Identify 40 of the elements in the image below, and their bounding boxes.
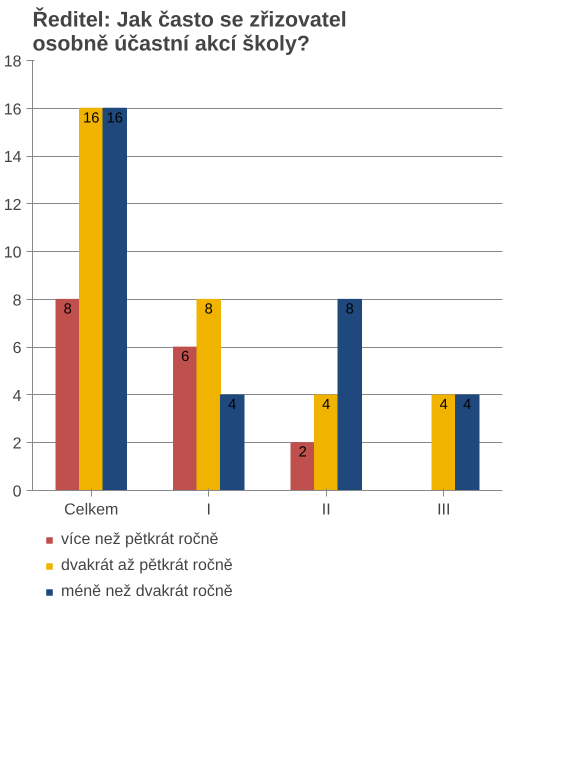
data-label: 8 [204, 301, 213, 318]
bar [338, 298, 362, 490]
y-tick-label: 0 [12, 484, 22, 500]
legend-label: více než pětkrát ročně [61, 531, 218, 549]
y-tick-label: 6 [12, 340, 22, 358]
bar [220, 394, 244, 490]
bar [196, 298, 221, 490]
x-tick-label: Celkem [64, 502, 118, 518]
data-label: 8 [64, 301, 72, 318]
data-label: 4 [463, 396, 472, 413]
data-label: 4 [322, 396, 330, 413]
y-tick-label: 10 [4, 244, 22, 262]
y-tick-label: 4 [12, 388, 22, 405]
legend-label: méně než dvakrát ročně [61, 583, 233, 601]
bar [314, 394, 338, 490]
y-tick-label: 16 [4, 101, 22, 118]
bar [56, 298, 80, 490]
bar [432, 394, 456, 490]
legend-label: dvakrát až pětkrát ročně [61, 557, 233, 575]
data-label: 6 [181, 349, 190, 366]
y-tick-label: 14 [4, 149, 22, 166]
data-label: 4 [228, 396, 236, 413]
x-tick-label: II [322, 502, 331, 518]
x-tick-label: III [437, 502, 450, 518]
x-tick-label: I [206, 502, 211, 518]
y-tick-label: 2 [12, 436, 22, 453]
y-tick-label: 12 [4, 196, 22, 214]
chart-title: Ředitel: Jak často se zřizovatel osobně účastní akcí školy? [32, 6, 347, 56]
data-label: 4 [440, 396, 448, 413]
data-label: 16 [83, 110, 100, 126]
data-label: 8 [346, 301, 354, 318]
y-tick-label: 18 [4, 54, 22, 70]
bar [102, 108, 127, 490]
bar [173, 346, 198, 490]
bar [79, 108, 104, 490]
data-label: 16 [106, 110, 123, 126]
data-label: 2 [298, 444, 307, 461]
bar [290, 442, 315, 490]
bar [455, 394, 480, 490]
y-tick-label: 8 [12, 292, 22, 310]
